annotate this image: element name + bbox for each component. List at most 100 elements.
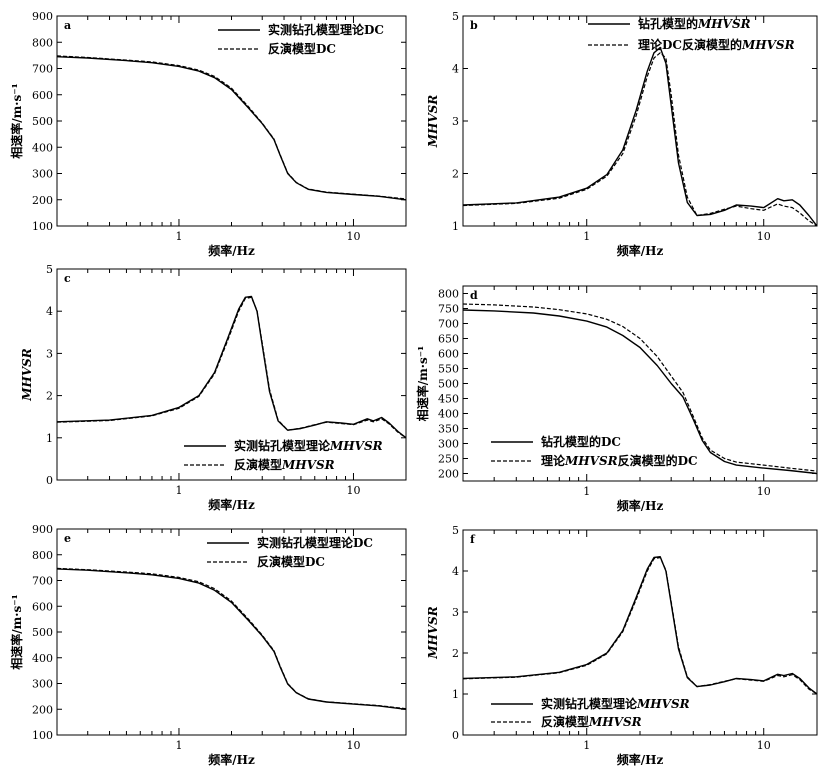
y-tick-label: 250 [438,453,459,466]
x-axis-label: 频率/Hz [208,752,255,767]
y-tick-label: 800 [32,549,53,562]
y-tick-label: 1 [452,688,459,701]
y-tick-label: 300 [32,678,53,691]
x-minor-ticks [462,530,818,735]
x-tick-label: 10 [757,230,771,243]
panel-letter: d [470,289,478,302]
legend-label: 反演模型DC [257,554,325,569]
x-tick-label: 10 [757,739,771,752]
x-tick-label: 1 [583,230,590,243]
x-tick-label: 1 [175,739,182,752]
y-axis-label: 相速率/m·s⁻¹ [415,346,430,422]
y-tick-label: 400 [438,408,459,421]
y-tick-label: 800 [32,36,53,49]
y-axis-label: MHVSR [20,348,34,402]
legend: 实测钻孔模型理论DC 反演模型DC [218,22,384,56]
y-tick-label: 4 [46,305,53,318]
x-tick-label: 1 [175,230,182,243]
x-axis-label: 频率/Hz [208,243,255,258]
series-line-1 [57,568,406,710]
y-tick-label: 200 [32,703,53,716]
plot-frame [462,285,818,482]
legend: 钻孔模型的DC 理论MHVSR反演模型的DC [491,434,698,468]
legend: 实测钻孔模型理论DC 反演模型DC [207,535,373,569]
x-axis-label: 频率/Hz [617,752,664,767]
legend-label: 实测钻孔模型理论DC [257,535,373,550]
legend-label: 实测钻孔模型理论MHVSR [541,696,690,711]
x-axis-label: 频率/Hz [617,243,664,258]
x-axis-label: 频率/Hz [617,498,664,513]
panel-a: a 1 10 100 200 300 400 500 600 700 800 900 频率/Hz 相速率/… [9,10,407,258]
panel-d: d 1 10 200 250 300 350 400 450 500 550 600 650 700 750… [415,285,818,513]
series-line-2 [57,55,406,200]
y-tick-label: 200 [438,468,459,481]
y-tick-label: 400 [32,141,53,154]
legend: 钻孔模型的MHVSR 理论DC反演模型的MHVSR [588,16,795,52]
y-tick-label: 350 [438,423,459,436]
x-tick-label: 10 [346,739,360,752]
series-line-1 [463,556,817,695]
x-tick-label: 1 [583,485,590,498]
panel-e: e 1 10 100 200 300 400 500 600 700 800 900 频率/Hz 相速率/… [9,523,407,767]
legend-label: 理论DC反演模型的MHVSR [638,37,795,52]
y-tick-label: 450 [438,393,459,406]
x-tick-label: 1 [175,484,182,497]
x-tick-label: 10 [757,485,771,498]
y-tick-label: 1 [452,220,459,233]
x-minor-ticks [462,286,818,481]
series-line-2 [57,567,406,710]
y-tick-label: 3 [452,115,459,128]
y-tick-label: 500 [32,626,53,639]
panel-letter: e [64,532,71,545]
y-axis-label: 相速率/m·s⁻¹ [9,594,24,670]
panel-c: c 1 10 0 1 2 3 4 5 频率/Hz MHVSR 实测钻孔模型理论MHVSR 反演模型MHV… [20,263,407,512]
legend-label: 钻孔模型的MHVSR [638,16,751,31]
y-tick-label: 600 [32,89,53,102]
y-tick-label: 550 [438,363,459,376]
series-line-2 [463,303,817,472]
y-tick-label: 400 [32,652,53,665]
y-tick-label: 5 [46,263,53,276]
legend-label: 理论MHVSR反演模型的DC [541,453,698,468]
y-tick-label: 500 [32,115,53,128]
y-tick-label: 5 [452,524,459,537]
y-tick-label: 3 [46,347,53,360]
y-tick-label: 700 [32,575,53,588]
y-tick-label: 2 [452,647,459,660]
y-tick-label: 100 [32,220,53,233]
y-tick-label: 900 [32,10,53,23]
x-minor-ticks [56,269,407,480]
series-line-2 [463,556,817,695]
legend-label: 反演模型DC [268,41,336,56]
y-axis-label: MHVSR [426,95,440,149]
x-tick-label: 10 [346,484,360,497]
y-tick-label: 0 [452,729,459,742]
y-tick-label: 2 [46,390,53,403]
y-tick-label: 600 [438,348,459,361]
legend-label: 钻孔模型的DC [541,434,621,449]
legend-label: 反演模型MHVSR [541,714,642,729]
y-tick-label: 500 [438,378,459,391]
legend: 实测钻孔模型理论MHVSR 反演模型MHVSR [184,438,383,472]
series-line-2 [57,296,406,439]
x-minor-ticks [56,16,407,226]
series-line-1 [57,295,406,439]
y-tick-label: 3 [452,606,459,619]
x-axis-label: 频率/Hz [208,497,255,512]
panel-b: b 1 10 1 2 3 4 5 频率/Hz MHVSR 钻孔模型的MHVSR 理论DC反演模型的MH… [426,10,818,258]
legend-label: 实测钻孔模型理论DC [268,22,384,37]
x-tick-label: 1 [583,739,590,752]
y-tick-label: 300 [438,438,459,451]
series-line-1 [463,309,817,475]
x-minor-ticks [56,529,407,735]
panel-letter: c [64,272,71,285]
panel-letter: f [470,533,476,546]
series-line-1 [57,56,406,201]
y-tick-label: 4 [452,565,459,578]
y-tick-label: 650 [438,333,459,346]
y-tick-label: 300 [32,168,53,181]
panel-letter: b [470,19,478,32]
y-tick-label: 800 [438,288,459,301]
y-tick-label: 700 [32,63,53,76]
